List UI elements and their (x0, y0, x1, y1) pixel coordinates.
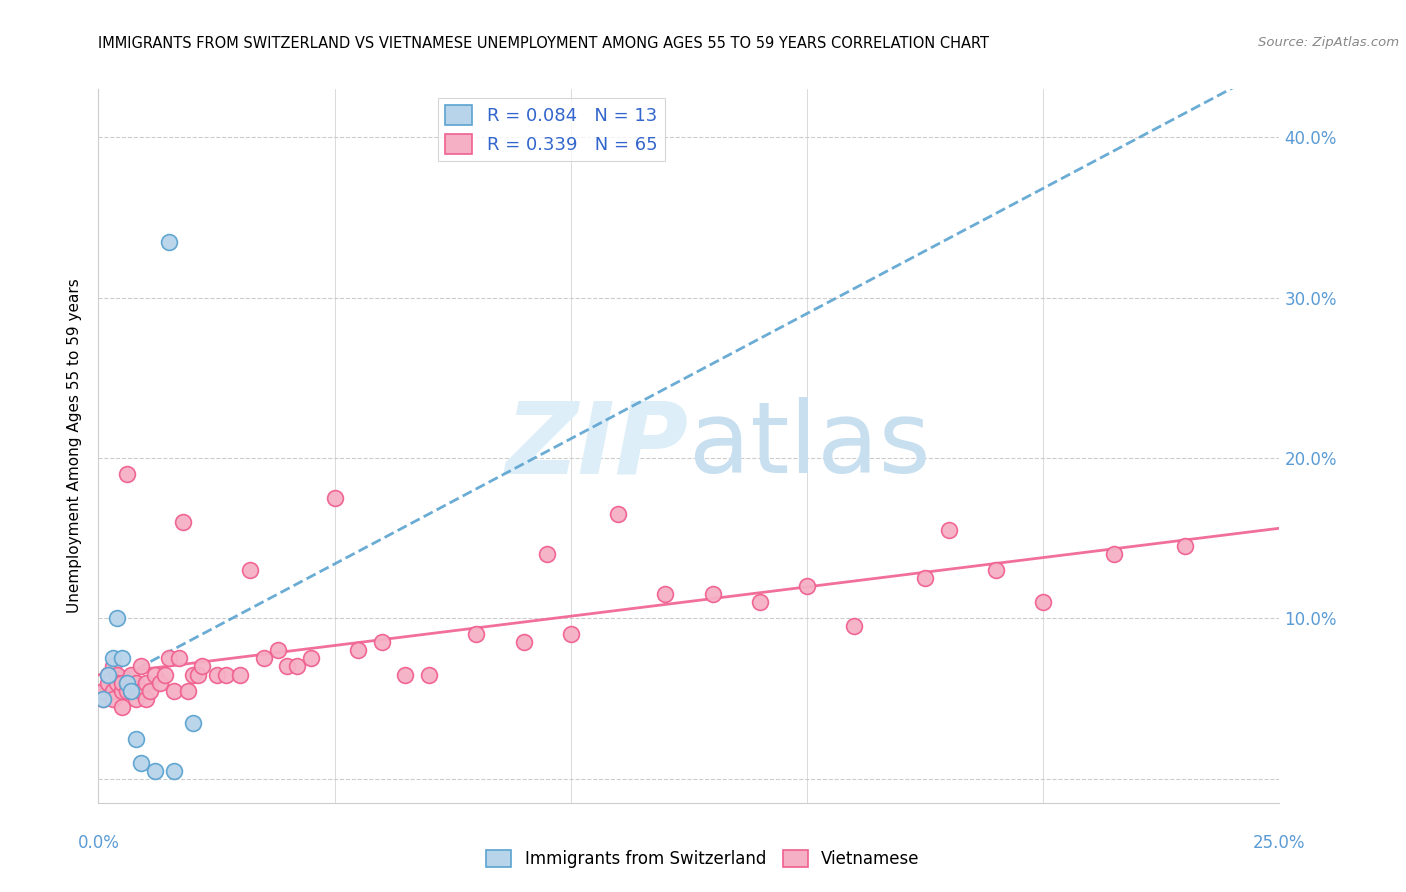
Point (205, 667, 228, 681)
Point (129, 756, 152, 770)
Point (914, 571, 936, 585)
Point (125, 731, 148, 746)
Point (139, 683, 162, 698)
Point (157, 651, 180, 665)
Point (163, 683, 186, 698)
Point (129, 659, 152, 673)
Point (143, 667, 166, 681)
Point (371, 635, 394, 649)
Point (191, 659, 214, 673)
Legend: R = 0.084   N = 13, R = 0.339   N = 65: R = 0.084 N = 13, R = 0.339 N = 65 (439, 98, 665, 161)
Legend: Immigrants from Switzerland, Vietnamese: Immigrants from Switzerland, Vietnamese (479, 843, 927, 875)
Text: IMMIGRANTS FROM SWITZERLAND VS VIETNAMESE UNEMPLOYMENT AMONG AGES 55 TO 59 YEARS: IMMIGRANTS FROM SWITZERLAND VS VIETNAMES… (98, 36, 990, 51)
Point (1174, 539, 1197, 553)
Point (215, 667, 238, 681)
Point (253, 651, 276, 665)
Point (285, 659, 308, 673)
Point (143, 764, 166, 778)
Point (101, 683, 124, 698)
Y-axis label: Unemployment Among Ages 55 to 59 years: Unemployment Among Ages 55 to 59 years (67, 278, 83, 614)
Point (347, 643, 370, 657)
Point (181, 715, 204, 730)
Point (702, 587, 724, 601)
Point (97, 667, 120, 681)
Point (101, 691, 124, 706)
Point (796, 579, 818, 593)
Text: ZIP: ZIP (506, 398, 689, 494)
Point (97, 675, 120, 690)
Point (181, 667, 204, 681)
Point (748, 595, 770, 609)
Point (135, 675, 157, 690)
Point (101, 651, 124, 665)
Point (91, 691, 114, 706)
Point (239, 563, 262, 577)
Text: 25.0%: 25.0% (1253, 834, 1306, 852)
Point (111, 699, 134, 714)
Point (844, 619, 866, 633)
Point (105, 611, 128, 625)
Point (115, 675, 138, 690)
Point (299, 651, 322, 665)
Point (105, 675, 128, 690)
Point (115, 467, 138, 481)
Point (129, 683, 152, 698)
Point (607, 507, 630, 521)
Point (163, 764, 186, 778)
Point (121, 683, 143, 698)
Point (153, 667, 176, 681)
Point (418, 667, 440, 681)
Point (125, 675, 148, 690)
Point (115, 675, 138, 690)
Point (135, 691, 157, 706)
Point (187, 667, 209, 681)
Text: atlas: atlas (689, 398, 931, 494)
Point (167, 651, 190, 665)
Point (111, 683, 134, 698)
Point (97, 667, 120, 681)
Point (276, 659, 298, 673)
Point (267, 643, 290, 657)
Text: Source: ZipAtlas.com: Source: ZipAtlas.com (1258, 36, 1399, 49)
Point (105, 667, 128, 681)
Point (91, 683, 114, 698)
Point (984, 563, 1007, 577)
Point (536, 547, 558, 561)
Point (111, 675, 134, 690)
Point (394, 667, 416, 681)
Point (938, 523, 960, 537)
Point (560, 627, 582, 641)
Point (177, 683, 200, 698)
Point (323, 491, 346, 505)
Point (465, 627, 488, 641)
Point (157, 235, 180, 249)
Point (512, 635, 534, 649)
Point (1032, 595, 1054, 609)
Point (121, 683, 143, 698)
Point (121, 667, 143, 681)
Text: 0.0%: 0.0% (77, 834, 120, 852)
Point (111, 651, 134, 665)
Point (172, 515, 194, 529)
Point (654, 587, 676, 601)
Point (149, 675, 172, 690)
Point (101, 659, 124, 673)
Point (1102, 547, 1125, 561)
Point (91, 691, 114, 706)
Point (229, 667, 252, 681)
Point (125, 691, 148, 706)
Point (115, 683, 138, 698)
